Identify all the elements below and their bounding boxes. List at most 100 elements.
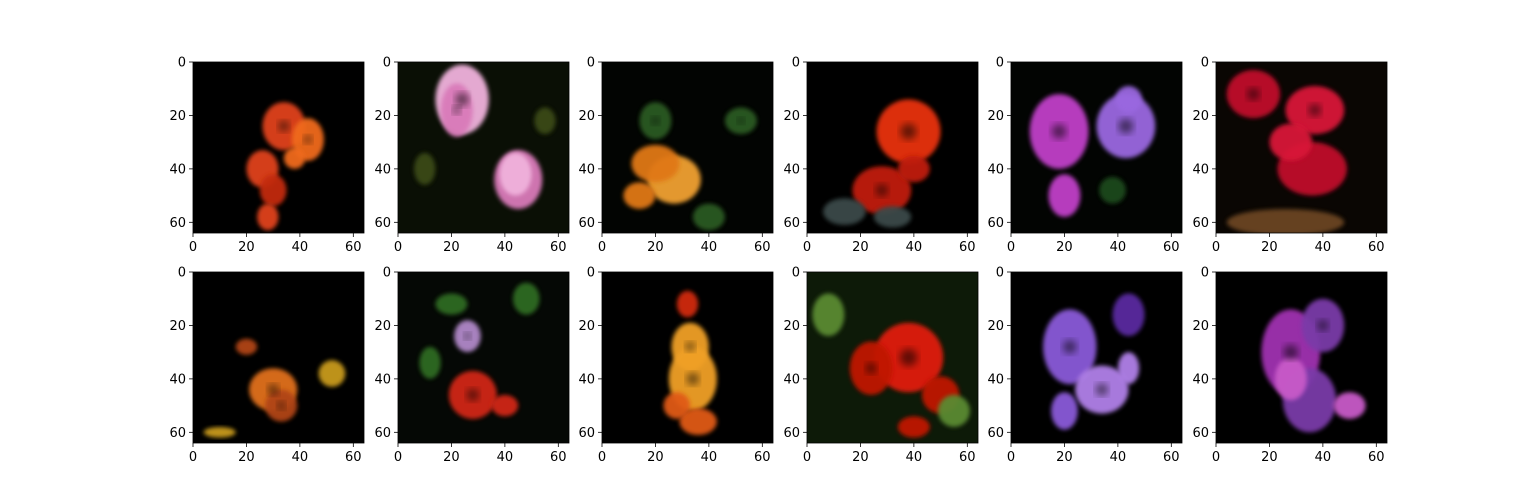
y-tick-label: 40 bbox=[169, 162, 186, 177]
y-tick-label: 0 bbox=[178, 266, 186, 281]
axes-frame bbox=[1010, 61, 1183, 234]
y-tick-label: 20 bbox=[783, 319, 800, 334]
image-background bbox=[602, 62, 773, 233]
y-tick-label: 60 bbox=[783, 216, 800, 231]
axes-frame bbox=[1215, 61, 1388, 234]
flower-petal bbox=[283, 147, 306, 169]
flower-center bbox=[1051, 124, 1067, 139]
flower-petal bbox=[203, 426, 236, 438]
x-tick-label: 20 bbox=[647, 240, 664, 255]
flower-center bbox=[267, 384, 279, 395]
flower-petal bbox=[512, 282, 540, 315]
flower-center bbox=[466, 388, 479, 401]
axes-frame bbox=[601, 61, 774, 234]
flower-center bbox=[455, 92, 469, 107]
y-tick-label: 60 bbox=[1192, 216, 1209, 231]
x-tick-label: 40 bbox=[906, 240, 923, 255]
x-tick-label: 20 bbox=[852, 240, 869, 255]
x-tick-label: 20 bbox=[238, 240, 255, 255]
flower-image bbox=[1226, 70, 1347, 233]
x-tick-label: 40 bbox=[1315, 450, 1332, 465]
y-tick-label: 60 bbox=[578, 216, 595, 231]
flower-center bbox=[899, 348, 918, 367]
flower-petal bbox=[1226, 208, 1345, 233]
axes-frame bbox=[397, 271, 570, 444]
y-tick-label: 0 bbox=[996, 56, 1004, 71]
x-tick-label: 0 bbox=[803, 240, 811, 255]
flower-center bbox=[865, 362, 877, 374]
flower-center bbox=[651, 116, 660, 125]
flower-center bbox=[1317, 320, 1329, 331]
y-tick-label: 20 bbox=[374, 319, 391, 334]
flower-petal bbox=[1269, 123, 1313, 161]
y-tick-label: 40 bbox=[169, 372, 186, 387]
flower-center bbox=[1308, 104, 1321, 117]
x-tick-label: 20 bbox=[443, 240, 460, 255]
x-tick-label: 40 bbox=[497, 450, 514, 465]
flower-petal bbox=[419, 346, 441, 379]
axes-frame bbox=[806, 61, 979, 234]
flower-petal bbox=[692, 203, 725, 231]
y-tick-label: 40 bbox=[783, 162, 800, 177]
flower-image bbox=[414, 64, 556, 209]
y-tick-label: 40 bbox=[987, 162, 1004, 177]
y-tick-label: 60 bbox=[987, 426, 1004, 441]
y-tick-label: 60 bbox=[374, 426, 391, 441]
x-tick-label: 60 bbox=[1163, 450, 1180, 465]
flower-petal bbox=[663, 392, 691, 419]
flower-petal bbox=[1099, 176, 1126, 204]
flower-image bbox=[246, 102, 324, 231]
x-tick-label: 60 bbox=[345, 240, 362, 255]
y-tick-label: 40 bbox=[987, 372, 1004, 387]
flower-petal bbox=[937, 394, 970, 427]
y-tick-label: 60 bbox=[374, 216, 391, 231]
axes-frame bbox=[1010, 271, 1183, 444]
x-tick-label: 40 bbox=[701, 450, 718, 465]
axes-frame bbox=[192, 271, 365, 444]
flower-petal bbox=[534, 107, 556, 135]
flower-petal bbox=[259, 174, 287, 207]
x-tick-label: 20 bbox=[1056, 450, 1073, 465]
flower-petal bbox=[257, 203, 279, 231]
axes-frame bbox=[192, 61, 365, 234]
y-tick-label: 0 bbox=[1201, 56, 1209, 71]
flower-center bbox=[464, 332, 471, 340]
flower-petal bbox=[318, 360, 346, 387]
x-tick-label: 60 bbox=[754, 450, 771, 465]
flower-image bbox=[663, 290, 717, 435]
x-tick-label: 60 bbox=[550, 450, 567, 465]
flower-center bbox=[685, 342, 695, 352]
flower-petal bbox=[1333, 392, 1366, 419]
y-tick-label: 40 bbox=[783, 372, 800, 387]
flower-petal bbox=[1048, 174, 1081, 217]
x-tick-label: 60 bbox=[754, 240, 771, 255]
flower-center bbox=[278, 120, 290, 132]
flower-petal bbox=[1051, 392, 1078, 430]
flower-center bbox=[686, 372, 699, 385]
x-tick-label: 20 bbox=[852, 450, 869, 465]
flower-petal bbox=[235, 338, 258, 355]
x-tick-label: 60 bbox=[1368, 240, 1385, 255]
flower-center bbox=[900, 123, 917, 140]
flower-center bbox=[303, 135, 312, 144]
y-tick-label: 0 bbox=[383, 56, 391, 71]
y-tick-label: 40 bbox=[374, 162, 391, 177]
x-tick-label: 0 bbox=[394, 450, 402, 465]
y-tick-label: 20 bbox=[1192, 109, 1209, 124]
axes-frame bbox=[397, 61, 570, 234]
x-tick-label: 20 bbox=[1056, 240, 1073, 255]
flower-petal bbox=[873, 206, 912, 228]
axes-frame bbox=[601, 271, 774, 444]
flower-center bbox=[277, 401, 286, 410]
flower-center bbox=[737, 117, 745, 125]
x-tick-label: 40 bbox=[1110, 450, 1127, 465]
flower-image bbox=[1029, 86, 1156, 217]
